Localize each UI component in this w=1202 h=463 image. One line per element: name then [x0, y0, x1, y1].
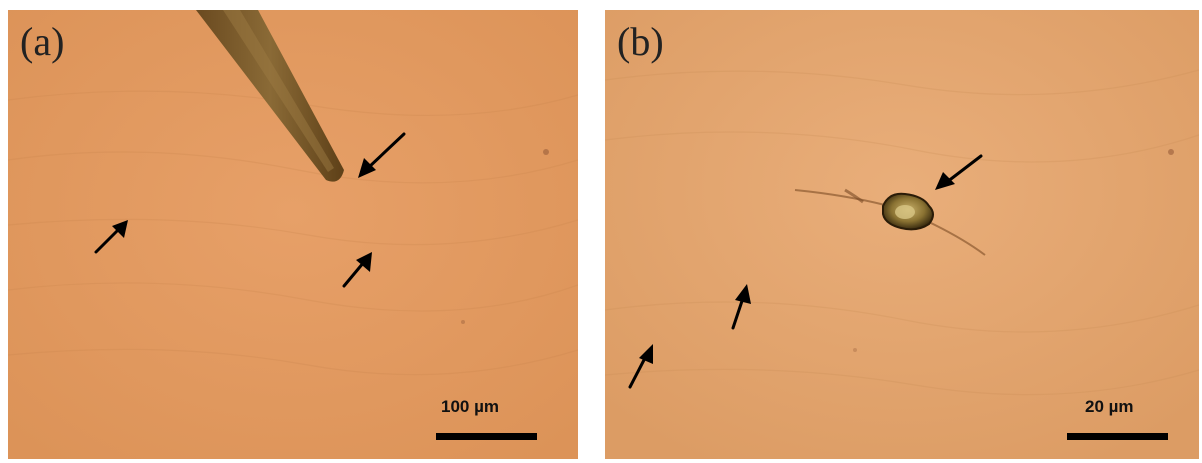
- scale-bar-b: [1067, 433, 1168, 440]
- surface-ripples: [8, 90, 578, 376]
- scale-bar-label-a: 100 µm: [441, 397, 499, 416]
- arrow-icon: [342, 252, 372, 288]
- micrograph-a-image: [8, 10, 578, 459]
- scale-bar-a: [436, 433, 537, 440]
- particle: [882, 192, 934, 231]
- panel-label-a: (a): [20, 19, 65, 64]
- arrow-icon: [358, 132, 406, 178]
- micrograph-b-image: [605, 10, 1199, 459]
- arrow-icon: [731, 284, 751, 330]
- surface-ripples: [605, 69, 1199, 396]
- arrow-icon: [94, 220, 128, 254]
- arrow-icon: [935, 154, 983, 190]
- panel-label-b: (b): [617, 19, 664, 64]
- micrograph-panel-b: (b) 20 µm: [605, 10, 1199, 459]
- micrograph-panel-a: (a) 100 µm: [8, 10, 578, 459]
- scale-bar-label-b: 20 µm: [1085, 397, 1134, 416]
- arrow-icon: [628, 344, 653, 389]
